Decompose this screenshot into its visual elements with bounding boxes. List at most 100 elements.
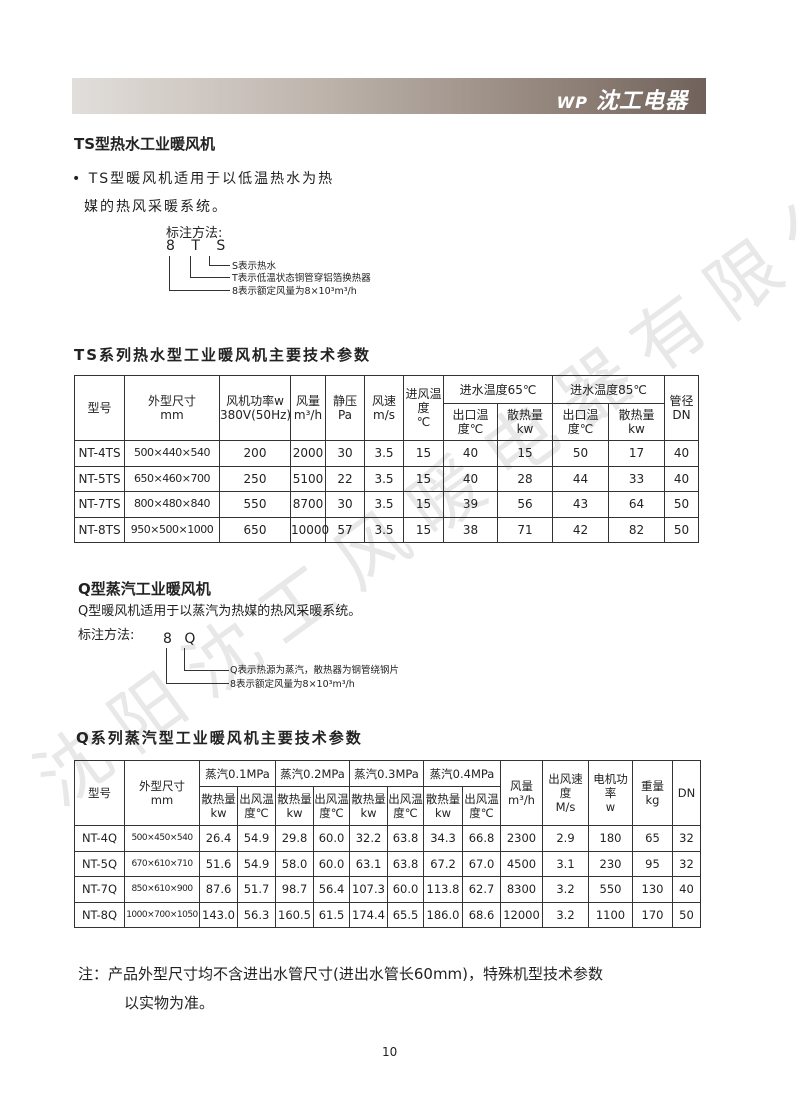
table-cell: 65 xyxy=(632,825,673,852)
table-cell: 51.6 xyxy=(199,850,238,877)
qh-weight: 重量 kg xyxy=(632,760,673,826)
th-inlet: 进风温度 ℃ xyxy=(403,375,444,441)
table-cell: 64 xyxy=(608,491,665,518)
table-cell: 56.4 xyxy=(313,876,350,903)
table-cell: 15 xyxy=(403,516,444,543)
table-cell: 28 xyxy=(497,465,553,492)
note-line-2: 以实物为准。 xyxy=(124,994,215,1012)
page-number: 10 xyxy=(382,1045,398,1059)
ts-code: 8 T S xyxy=(166,238,232,254)
brand-logo: WP 沈工电器 xyxy=(557,83,688,115)
ts-spec-table: 型号 外型尺寸 mm 风机功率w 380V(50Hz) 风量 m³/h 静压 Pa 风速… xyxy=(74,375,699,543)
qh-heat: 散热量 kw xyxy=(199,786,238,826)
table-cell: 8700 xyxy=(290,491,326,518)
table-cell: 143.0 xyxy=(199,901,238,928)
table-row: NT-4TS 500×440×540 200 2000 30 3.5 15 40 15 50 17 4… xyxy=(74,440,699,467)
table-cell: 51.7 xyxy=(237,876,276,903)
table-cell: 3.5 xyxy=(364,465,404,492)
ts-legend-8: 8表示额定风量为8×10³m³/h xyxy=(232,286,357,297)
table-cell: 130 xyxy=(632,876,673,903)
table-cell: 186.0 xyxy=(423,901,463,928)
table-cell: 200 xyxy=(219,440,291,467)
table-cell: 8300 xyxy=(500,876,543,903)
table-cell: 61.5 xyxy=(313,901,350,928)
table-cell: 63.1 xyxy=(349,850,388,877)
q-legend-q: Q表示热源为蒸汽，散热器为钢管绕钢片 xyxy=(230,665,399,676)
table-cell: 67.0 xyxy=(462,850,501,877)
qh-out-temp: 出风温度℃ xyxy=(237,786,276,826)
table-cell: 50 xyxy=(552,440,609,467)
table-cell: 32 xyxy=(672,850,701,877)
table-cell: NT-5TS xyxy=(74,465,125,492)
table-cell: 15 xyxy=(403,465,444,492)
table-cell: 95 xyxy=(632,850,673,877)
table-cell: 32 xyxy=(672,825,701,852)
table-cell: NT-4Q xyxy=(74,825,125,852)
table-cell: 230 xyxy=(588,850,633,877)
qh-heat: 散热量 kw xyxy=(349,786,388,826)
table-cell: 650×460×700 xyxy=(124,465,220,492)
table-cell: 2000 xyxy=(290,440,326,467)
table-cell: 32.2 xyxy=(349,825,388,852)
table-cell: 82 xyxy=(608,516,665,543)
table-cell: 40 xyxy=(443,465,498,492)
table-cell: 50 xyxy=(664,516,699,543)
table-cell: 60.0 xyxy=(387,876,424,903)
table-row: NT-5TS 650×460×700 250 5100 22 3.5 15 40 28 44 33 4… xyxy=(74,465,699,492)
table-cell: NT-7Q xyxy=(74,876,125,903)
table-cell: 63.8 xyxy=(387,825,424,852)
qh-steam-1: 蒸汽0.1MPa xyxy=(199,760,276,787)
ts-legend-t: T表示低温状态铜管穿铝箔换热器 xyxy=(232,273,371,284)
qh-heat: 散热量 kw xyxy=(275,786,314,826)
table-cell: 30 xyxy=(325,440,365,467)
table-cell: 12000 xyxy=(500,901,543,928)
th-out85: 出口温度℃ xyxy=(552,403,609,441)
table-cell: 550 xyxy=(219,491,291,518)
table-row: NT-4Q 500×450×540 26.4 54.9 29.8 60.0 32.2 63.8… xyxy=(74,825,701,852)
table-cell: 15 xyxy=(497,440,553,467)
qh-flow: 风量 m³/h xyxy=(500,760,543,826)
ts-title: TS型热水工业暖风机 xyxy=(74,135,216,153)
table-cell: 500×440×540 xyxy=(124,440,220,467)
qh-speed: 出风速度 M/s xyxy=(542,760,589,826)
q-notation-label: 标注方法: xyxy=(78,628,135,643)
logo-mark: WP xyxy=(556,93,588,112)
th-heat65: 散热量 kw xyxy=(497,403,553,441)
table-row: NT-5Q 670×610×710 51.6 54.9 58.0 60.0 63.1 63.8… xyxy=(74,850,701,877)
table-cell: 5100 xyxy=(290,465,326,492)
table-cell: 54.9 xyxy=(237,825,276,852)
table-cell: 550 xyxy=(588,876,633,903)
table-cell: 39 xyxy=(443,491,498,518)
table-cell: 160.5 xyxy=(275,901,314,928)
table-cell: 107.3 xyxy=(349,876,388,903)
table-cell: NT-8Q xyxy=(74,901,125,928)
q-legend-8: 8表示额定风量为8×10³m³/h xyxy=(230,679,355,690)
table-cell: 40 xyxy=(664,465,699,492)
th-power: 风机功率w 380V(50Hz) xyxy=(219,375,291,441)
table-cell: 54.9 xyxy=(237,850,276,877)
table-cell: 1100 xyxy=(588,901,633,928)
table-cell: 2300 xyxy=(500,825,543,852)
table-cell: 950×500×1000 xyxy=(124,516,220,543)
table-cell: 29.8 xyxy=(275,825,314,852)
brand-name: 沈工电器 xyxy=(595,89,688,114)
table-cell: 65.5 xyxy=(387,901,424,928)
table-row: NT-7Q 850×610×900 87.6 51.7 98.7 56.4 107.3 60.… xyxy=(74,876,701,903)
th-speed: 风速 m/s xyxy=(364,375,404,441)
table-cell: NT-7TS xyxy=(74,491,125,518)
table-cell: 57 xyxy=(325,516,365,543)
table-cell: 4500 xyxy=(500,850,543,877)
th-pressure: 静压 Pa xyxy=(325,375,365,441)
table-row: NT-7TS 800×480×840 550 8700 30 3.5 15 39 56 43 64 5… xyxy=(74,491,699,518)
q-spec-table: 型号 外型尺寸 mm 蒸汽0.1MPa 蒸汽0.2MPa 蒸汽0.3MPa 蒸汽0… xyxy=(74,760,701,928)
table-cell: 250 xyxy=(219,465,291,492)
qh-model: 型号 xyxy=(74,760,125,826)
table-cell: 22 xyxy=(325,465,365,492)
th-model: 型号 xyxy=(74,375,125,441)
table-cell: 15 xyxy=(403,440,444,467)
q-title: Q型蒸汽工业暖风机 xyxy=(78,580,211,598)
table-cell: 1000×700×1050 xyxy=(124,901,200,928)
table-cell: 650 xyxy=(219,516,291,543)
table-cell: 3.2 xyxy=(542,876,589,903)
table-cell: 67.2 xyxy=(423,850,463,877)
